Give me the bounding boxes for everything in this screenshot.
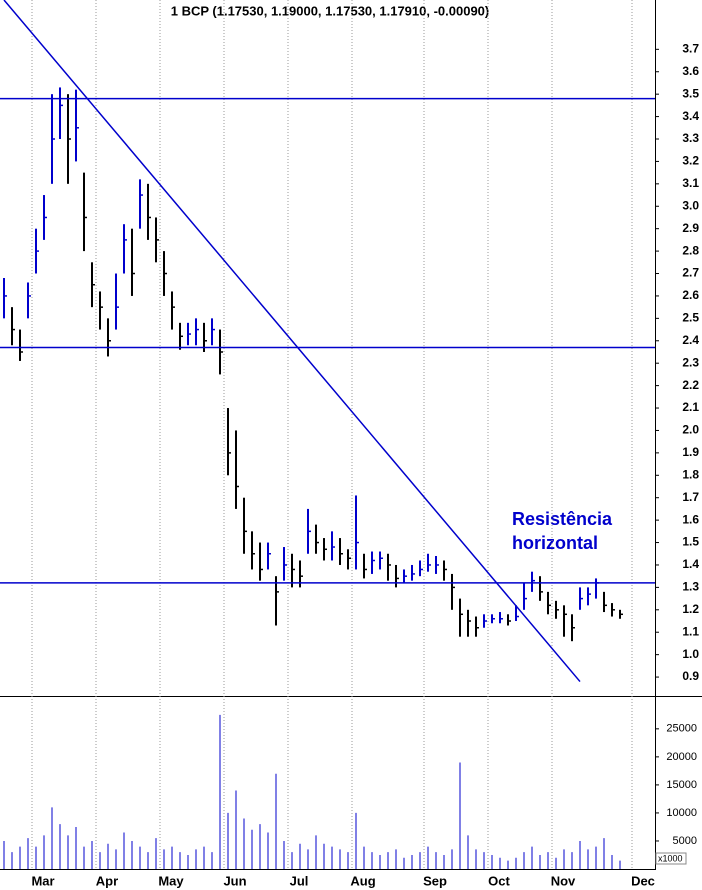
y-tick-label: 1.9: [682, 445, 699, 459]
volume-unit: x1000: [658, 853, 683, 863]
y-tick-label: 1.3: [682, 580, 699, 594]
y-tick-label: 3.1: [682, 176, 699, 190]
trendline: [3, 0, 581, 683]
y-tick-label: 3.3: [682, 131, 699, 145]
unit-box: [655, 852, 687, 865]
y-tick-label: 1.2: [682, 602, 699, 616]
y-tick-label: 1.0: [682, 647, 699, 661]
y-tick-label: 2.5: [682, 311, 699, 325]
x-tick-label: Oct: [488, 873, 510, 888]
x-tick-label: Dec: [631, 873, 655, 888]
x-tick-label: May: [158, 873, 184, 888]
annotation: Resistência: [512, 509, 613, 529]
y-tick-label: 3.6: [682, 64, 699, 78]
y-tick-label: 1.5: [682, 535, 699, 549]
y-tick-label: 2.6: [682, 288, 699, 302]
y-tick-label: 0.9: [682, 669, 699, 683]
y-tick-label: 1.1: [682, 624, 699, 638]
y-tick-label: 15000: [666, 779, 697, 791]
x-tick-label: Mar: [31, 873, 54, 888]
y-tick-label: 3.5: [682, 86, 699, 100]
y-tick-label: 10000: [666, 807, 697, 819]
y-tick-label: 2.2: [682, 378, 699, 392]
y-tick-label: 1.7: [682, 490, 699, 504]
annotation: horizontal: [512, 533, 598, 553]
chart-title: 1 BCP (1.17530, 1.19000, 1.17530, 1.1791…: [171, 3, 490, 18]
y-tick-label: 2.4: [682, 333, 699, 347]
y-tick-label: 3.2: [682, 154, 699, 168]
x-tick-label: Jul: [290, 873, 309, 888]
y-tick-label: 5000: [673, 835, 697, 847]
y-tick-label: 25000: [666, 723, 697, 735]
y-tick-label: 3.7: [682, 41, 699, 55]
x-tick-label: Nov: [551, 873, 576, 888]
y-tick-label: 2.7: [682, 266, 699, 280]
x-tick-label: Aug: [350, 873, 375, 888]
y-tick-label: 2.9: [682, 221, 699, 235]
y-tick-label: 1.6: [682, 512, 699, 526]
y-tick-label: 20000: [666, 751, 697, 763]
x-tick-label: Apr: [96, 873, 118, 888]
y-tick-label: 2.8: [682, 243, 699, 257]
y-tick-label: 2.0: [682, 423, 699, 437]
x-tick-label: Sep: [423, 873, 447, 888]
y-tick-label: 2.1: [682, 400, 699, 414]
y-tick-label: 1.8: [682, 467, 699, 481]
y-tick-label: 3.4: [682, 109, 699, 123]
y-tick-label: 1.4: [682, 557, 699, 571]
x-tick-label: Jun: [223, 873, 246, 888]
y-tick-label: 3.0: [682, 198, 699, 212]
y-tick-label: 2.3: [682, 355, 699, 369]
